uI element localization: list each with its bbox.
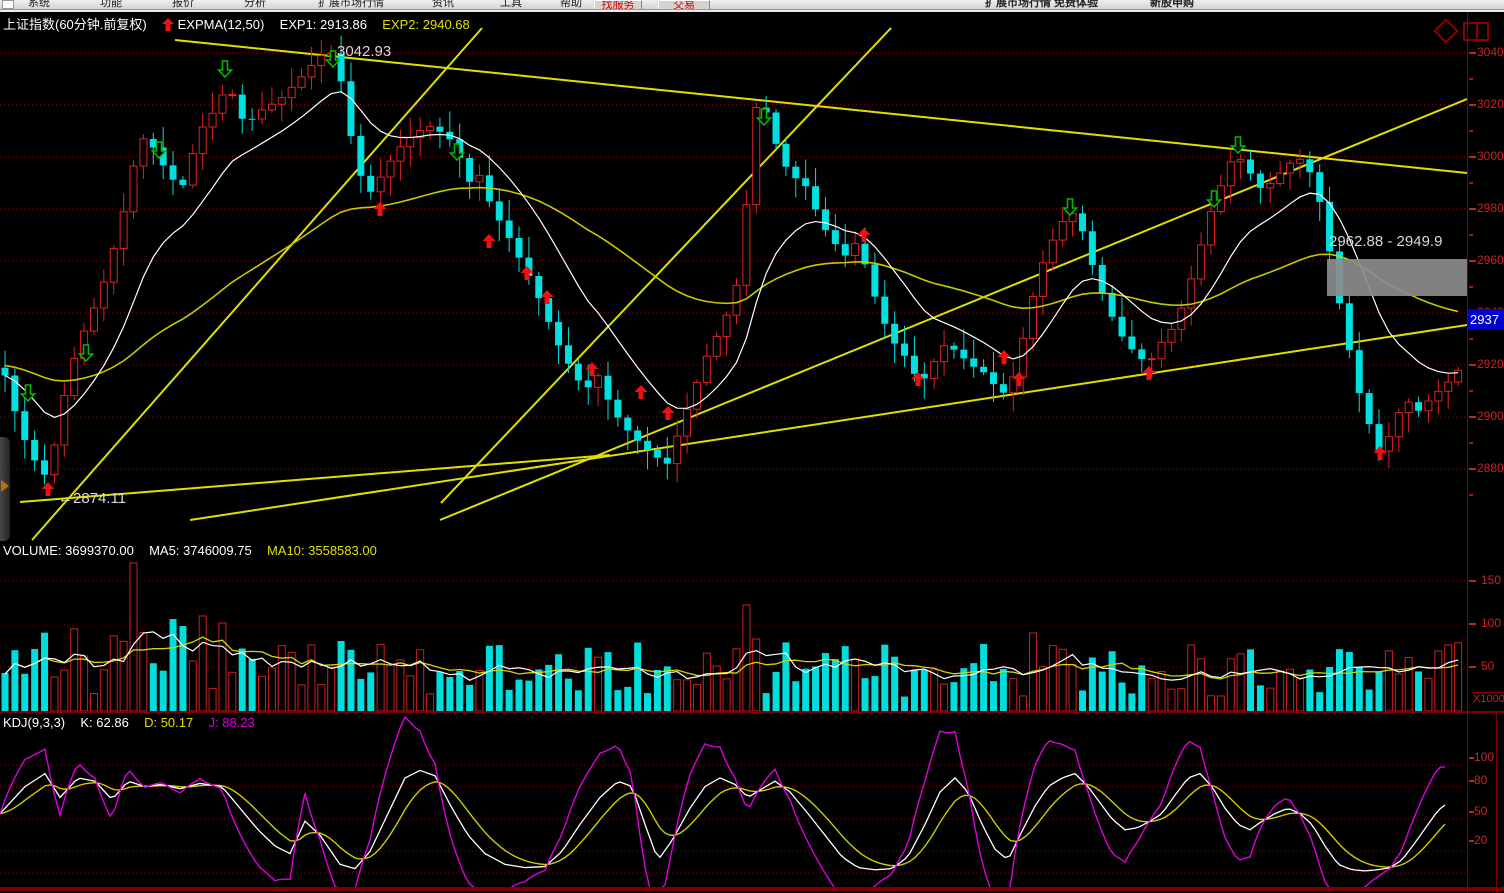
volume-value: VOLUME: 3699370.00 <box>3 543 134 558</box>
measure-highlight-box <box>1327 259 1467 296</box>
volume-ma10-value: MA10: 3558583.00 <box>266 543 377 558</box>
kdj-chart[interactable] <box>0 713 1467 893</box>
main-chart-title: 上证指数(60分钟.前复权) EXPMA(12,50) EXP1: 2913.8… <box>3 14 470 33</box>
split-window-icon[interactable] <box>1463 22 1489 41</box>
volume-axis-label: 50 <box>1481 659 1495 673</box>
volume-pane[interactable]: VOLUME: 3699370.00 MA5: 3746009.75 MA10:… <box>0 541 1504 713</box>
left-panel-expand-handle[interactable] <box>0 437 10 541</box>
kdj-d-value: D: 50.17 <box>144 715 194 730</box>
volume-axis-label: 150 <box>1481 573 1502 587</box>
volume-unit-label: X10000 <box>1471 692 1504 705</box>
volume-bottom-border <box>0 711 1504 713</box>
up-arrow-icon <box>161 18 174 31</box>
menu-item-analysis[interactable]: 分析 <box>244 0 266 9</box>
kdj-bottom-border <box>0 887 1504 891</box>
menu-item-function[interactable]: 功能 <box>100 0 122 9</box>
price-axis-label: 3020 <box>1477 96 1503 111</box>
app-logo-icon <box>2 0 14 9</box>
kdj-label: KDJ(9,3,3) <box>3 715 66 730</box>
price-axis-label: 2980 <box>1477 200 1503 215</box>
menu-promo-ipo[interactable]: 新股申购 <box>1150 0 1194 9</box>
kdj-axis-label: 80 <box>1474 773 1488 787</box>
last-price-badge: 2937 <box>1468 309 1504 330</box>
menu-item-quotes[interactable]: 报价 <box>172 0 194 9</box>
kdj-axis: 100 80 50 20 <box>1467 713 1504 893</box>
menu-item-system[interactable]: 系统 <box>28 0 50 9</box>
low-price-annotation: ←2874.11 <box>58 490 127 507</box>
menu-promo-extended[interactable]: 扩展市场行情 免费体验 <box>985 0 1099 9</box>
price-axis-label: 3000 <box>1477 148 1503 163</box>
peak-price-annotation: 3042.93 <box>337 43 392 60</box>
menu-item-help[interactable]: 帮助 <box>560 0 582 9</box>
price-axis: 304030203000298029602940292029002880 <box>1467 12 1504 541</box>
exp2-value: EXP2: 2940.68 <box>382 17 470 32</box>
volume-axis-label: 100 <box>1481 616 1502 630</box>
measure-range-annotation: 2962.88 - 2949.9 <box>1329 233 1443 250</box>
price-axis-label: 2880 <box>1477 461 1503 476</box>
price-axis-label: 2900 <box>1477 409 1503 424</box>
candlestick-chart[interactable] <box>0 12 1467 541</box>
menu-item-tools[interactable]: 工具 <box>500 0 522 9</box>
menu-item-news[interactable]: 资讯 <box>432 0 454 9</box>
kdj-axis-label: 50 <box>1474 804 1488 818</box>
kdj-axis-label: 20 <box>1474 833 1488 847</box>
price-axis-label: 2920 <box>1477 357 1503 372</box>
menu-divider <box>0 10 1504 12</box>
main-chart-pane[interactable]: 上证指数(60分钟.前复权) EXPMA(12,50) EXP1: 2913.8… <box>0 12 1504 541</box>
expand-arrow-icon <box>1 480 9 492</box>
kdj-k-value: K: 62.86 <box>80 715 129 730</box>
kdj-pane[interactable]: KDJ(9,3,3) K: 62.86 D: 50.17 J: 88.23 10… <box>0 713 1504 893</box>
menu-item-extended-market[interactable]: 扩展市场行情 <box>318 0 384 9</box>
price-axis-label: 3040 <box>1477 44 1503 59</box>
symbol-period-label: 上证指数(60分钟.前复权) <box>3 17 147 32</box>
kdj-j-value: J: 88.23 <box>208 715 255 730</box>
volume-title: VOLUME: 3699370.00 MA5: 3746009.75 MA10:… <box>3 543 377 558</box>
price-axis-label: 2960 <box>1477 252 1503 267</box>
volume-chart[interactable] <box>0 541 1467 713</box>
kdj-axis-label: 100 <box>1474 750 1495 764</box>
volume-ma5-value: MA5: 3746009.75 <box>149 543 252 558</box>
indicator-label: EXPMA(12,50) <box>177 17 265 32</box>
menu-bar: 系统 功能 报价 分析 扩展市场行情 资讯 工具 帮助 找服务 交易 扩展市场行… <box>0 0 1504 10</box>
exp1-value: EXP1: 2913.86 <box>279 17 368 32</box>
trade-button[interactable]: 交易 <box>658 0 710 9</box>
kdj-title: KDJ(9,3,3) K: 62.86 D: 50.17 J: 88.23 <box>3 715 255 730</box>
find-service-button[interactable]: 找服务 <box>594 0 642 9</box>
volume-axis: X10000 150 100 50 <box>1467 541 1504 713</box>
